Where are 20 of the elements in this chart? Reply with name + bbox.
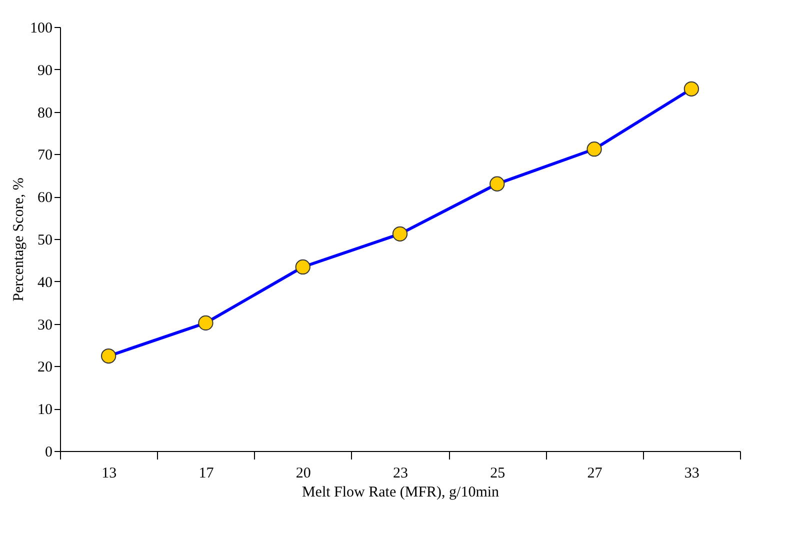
y-tick-label: 10 bbox=[38, 402, 52, 418]
x-tick-label: 13 bbox=[102, 466, 117, 482]
y-tick-label: 90 bbox=[38, 62, 52, 79]
y-tick-label: 60 bbox=[38, 190, 52, 206]
y-tick-label: 20 bbox=[38, 360, 52, 376]
y-tick-label: 70 bbox=[38, 148, 52, 164]
y-tick-label: 30 bbox=[38, 317, 52, 334]
x-tick-label: 20 bbox=[296, 466, 311, 482]
x-tick-label: 25 bbox=[490, 466, 506, 482]
x-tick-label: 17 bbox=[198, 466, 214, 482]
y-tick-label: 40 bbox=[38, 274, 52, 291]
x-tick-label: 33 bbox=[684, 466, 700, 482]
y-tick-label: 100 bbox=[30, 20, 52, 36]
x-tick-label: 27 bbox=[587, 466, 603, 482]
y-axis-title: Percentage Score, % bbox=[11, 178, 27, 302]
y-tick-label: 80 bbox=[38, 105, 52, 122]
y-tick-label: 0 bbox=[45, 444, 52, 460]
y-tick-label: 50 bbox=[38, 232, 52, 248]
x-axis-title: Melt Flow Rate (MFR), g/10min bbox=[302, 484, 500, 500]
x-tick-label: 23 bbox=[393, 466, 408, 482]
